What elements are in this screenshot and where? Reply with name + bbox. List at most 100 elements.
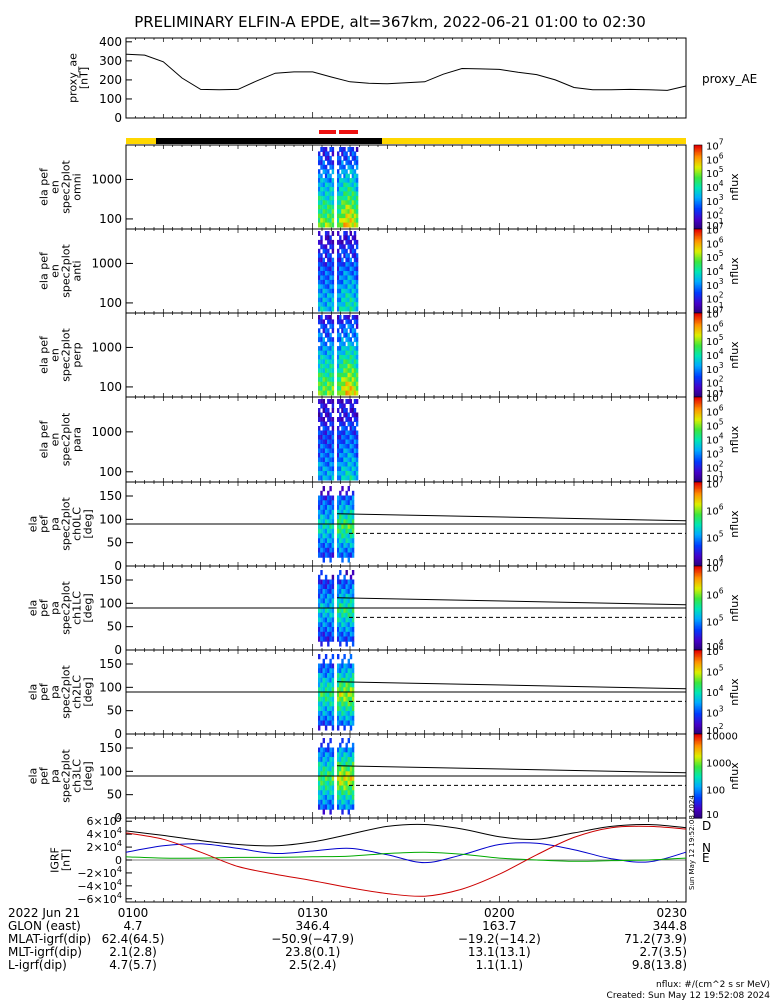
ela_pef_en_spec2plot_perp-cell xyxy=(339,368,342,374)
ela_pef_en_spec2plot_anti-cell xyxy=(353,279,357,285)
ela_pef_en_spec2plot_anti-cell xyxy=(329,306,332,312)
ela_pef_en_spec2plot_anti-ylabel-line: en xyxy=(49,264,62,278)
ela_pef_pa_spec2plot_ch2LC-cell xyxy=(343,668,346,674)
ela_pef_pa_spec2plot_ch1LC-colorbar-cell xyxy=(694,609,702,612)
ela_pef_en_spec2plot_omni-cell xyxy=(349,204,352,210)
ela_pef_pa_spec2plot_ch3LC-cell xyxy=(320,761,323,768)
ela_pef_en_spec2plot_omni-cell xyxy=(318,204,321,210)
ela_pef_en_spec2plot_omni-cell xyxy=(353,160,357,166)
ela_pef_pa_spec2plot_ch2LC-cell xyxy=(351,720,355,726)
ela_pef_en_spec2plot_omni-cell xyxy=(337,195,340,201)
ela_pef_pa_spec2plot_ch0LC-cell xyxy=(341,524,344,530)
ela_pef_pa_spec2plot_ch3LC-cell xyxy=(318,795,321,801)
ela_pef_pa_spec2plot_ch2LC-cell xyxy=(343,687,346,693)
ela_pef_en_spec2plot_omni-cell xyxy=(345,187,348,192)
ela_pef_en_spec2plot_para-cell xyxy=(345,448,348,454)
ela_pef_en_spec2plot_perp-cell xyxy=(355,332,359,338)
ela_pef_pa_spec2plot_ch1LC-cell xyxy=(343,579,346,585)
ela_pef_pa_spec2plot_ch2LC-colorbar-cell xyxy=(694,729,702,732)
ela_pef_pa_spec2plot_ch3LC-cell xyxy=(343,776,346,782)
ela_pef_en_spec2plot_omni-cell xyxy=(320,160,323,166)
ela_pef_pa_spec2plot_ch0LC-cell xyxy=(322,524,325,530)
ela_pef_pa_spec2plot_ch2LC-cell xyxy=(322,711,325,717)
ela_pef_pa_spec2plot_ch0LC-cell xyxy=(329,509,332,516)
ela_pef_en_spec2plot_anti-cell xyxy=(347,239,350,245)
ela_pef_en_spec2plot_perp-cell xyxy=(353,372,357,378)
ela_pef_en_spec2plot_omni-colorbar-cell xyxy=(694,196,702,199)
ela_pef_en_spec2plot_perp-cell xyxy=(341,341,344,347)
ela_pef_en_spec2plot_omni-cell xyxy=(337,204,340,210)
ela_pef_en_spec2plot_anti-cell xyxy=(327,239,330,245)
ela_pef_pa_spec2plot_ch2LC-colorbar-cell xyxy=(694,686,702,689)
ela_pef_en_spec2plot_para-colorbar-tick: 105 xyxy=(706,418,724,433)
ela_pef_pa_spec2plot_ch2LC-colorbar-cell xyxy=(694,708,702,711)
ela_pef_pa_spec2plot_ch3LC-cell xyxy=(351,747,355,753)
ela_pef_pa_spec2plot_ch0LC-cell xyxy=(322,538,325,544)
ela_pef_en_spec2plot_perp-cell xyxy=(322,346,325,352)
ela_pef_en_spec2plot_omni-cell xyxy=(320,209,323,215)
ela_pef_pa_spec2plot_ch2LC-cell xyxy=(331,720,335,726)
ela_pef_en_spec2plot_omni-cell xyxy=(343,200,346,206)
ela_pef_pa_spec2plot_ch1LC-cell xyxy=(318,622,321,628)
ela_pef_pa_spec2plot_ch0LC-colorbar-cell xyxy=(694,496,702,498)
ela_pef_pa_spec2plot_ch1LC-colorbar-cell xyxy=(694,605,702,608)
ela_pef_en_spec2plot_perp-colorbar-tick: 106 xyxy=(706,319,724,334)
ela_pef_pa_spec2plot_ch2LC-cell xyxy=(351,682,355,688)
ela_pef_en_spec2plot_omni-cell xyxy=(322,182,325,188)
ela_pef_pa_spec2plot_ch1LC-cell xyxy=(337,579,340,585)
igrf-ytick-label: 6×104 xyxy=(87,812,122,828)
ela_pef_en_spec2plot_para-cell xyxy=(347,444,350,449)
ela_pef_en_spec2plot_perp-cell xyxy=(329,323,332,329)
ela_pef_pa_spec2plot_ch2LC-colorbar-label: nflux xyxy=(728,678,741,706)
ela_pef_en_spec2plot_omni-colorbar-cell xyxy=(694,156,702,159)
ela_pef_pa_spec2plot_ch3LC-colorbar-cell xyxy=(694,813,702,816)
ela_pef_pa_spec2plot_ch2LC-cell xyxy=(331,663,335,669)
ela_pef_pa_spec2plot_ch3LC-colorbar-cell xyxy=(694,770,702,773)
ela_pef_pa_spec2plot_ch0LC-colorbar-cell xyxy=(694,542,702,545)
ela_pef_en_spec2plot_perp-cell xyxy=(349,359,352,365)
ela_pef_en_spec2plot_omni-cell xyxy=(318,213,321,219)
igrf-ytick-label: −2×104 xyxy=(77,864,122,880)
ela_pef_pa_spec2plot_ch2LC-cell xyxy=(345,668,348,674)
ela_pef_pa_spec2plot_ch2LC-colorbar-cell xyxy=(694,711,702,714)
ela_pef_pa_spec2plot_ch1LC-cell xyxy=(339,627,342,633)
ela_pef_en_spec2plot_omni-cell xyxy=(345,160,348,166)
ela_pef_en_spec2plot_omni-cell xyxy=(318,178,321,184)
ela_pef_pa_spec2plot_ch3LC-cell xyxy=(349,752,353,758)
ela_pef_en_spec2plot_para-colorbar-cell xyxy=(694,401,702,404)
ela_pef_en_spec2plot_perp-cell xyxy=(343,363,346,369)
ela_pef_en_spec2plot_para-colorbar-cell xyxy=(694,431,702,434)
xaxis-row-value: 0130 xyxy=(297,906,328,920)
ela_pef_pa_spec2plot_ch0LC-cell xyxy=(349,505,353,511)
ela_pef_en_spec2plot_anti-cell xyxy=(337,231,340,236)
ela_pef_en_spec2plot_omni-cell xyxy=(343,195,346,201)
ela_pef_pa_spec2plot_ch1LC-cell xyxy=(329,636,332,642)
ela_pef_pa_spec2plot_ch0LC-colorbar-cell xyxy=(694,490,702,493)
ela_pef_pa_spec2plot_ch0LC-cell xyxy=(318,528,321,535)
ela_pef_en_spec2plot_omni-cell xyxy=(347,218,350,224)
ela_pef_en_spec2plot_omni-colorbar-tick: 101 xyxy=(706,217,724,232)
ela_pef_en_spec2plot_para-cell xyxy=(343,471,346,476)
ela_pef_en_spec2plot_perp-cell xyxy=(347,346,350,352)
ela_pef_pa_spec2plot_ch3LC-cell xyxy=(329,809,332,815)
ela_pef_pa_spec2plot_ch2LC-cell xyxy=(339,720,342,726)
ela_pef_en_spec2plot_anti-colorbar-cell xyxy=(694,275,702,278)
ela_pef_en_spec2plot_omni-colorbar-cell xyxy=(694,175,702,178)
ela_pef_en_spec2plot_anti-cell xyxy=(327,279,330,285)
ela_pef_pa_spec2plot_ch2LC-colorbar-cell xyxy=(694,700,702,703)
ela_pef_en_spec2plot_omni-cell xyxy=(353,178,357,184)
ela_pef_en_spec2plot_perp-colorbar-cell xyxy=(694,338,702,341)
ela_pef_en_spec2plot_para-colorbar-cell xyxy=(694,419,702,422)
ela_pef_en_spec2plot_omni-colorbar-cell xyxy=(694,170,702,173)
ela_pef_en_spec2plot_para-cell xyxy=(324,475,328,481)
ela_pef_pa_spec2plot_ch1LC-cell xyxy=(322,617,325,623)
ela_pef_pa_spec2plot_ch1LC-colorbar-cell xyxy=(694,585,702,588)
ela_pef_pa_spec2plot_ch3LC-ytick-label: 50 xyxy=(107,788,122,802)
ela_pef_en_spec2plot_anti-cell xyxy=(324,262,328,268)
ela_pef_en_spec2plot_perp-cell xyxy=(322,381,325,387)
ela_pef_en_spec2plot_para-cell xyxy=(331,430,335,436)
ela_pef_en_spec2plot_para-colorbar-cell xyxy=(694,405,702,408)
ela_pef_pa_spec2plot_ch1LC-cell xyxy=(320,598,323,604)
xaxis-row-value: 62.4(64.5) xyxy=(102,932,165,946)
ela_pef_en_spec2plot_anti-cell xyxy=(353,257,357,263)
